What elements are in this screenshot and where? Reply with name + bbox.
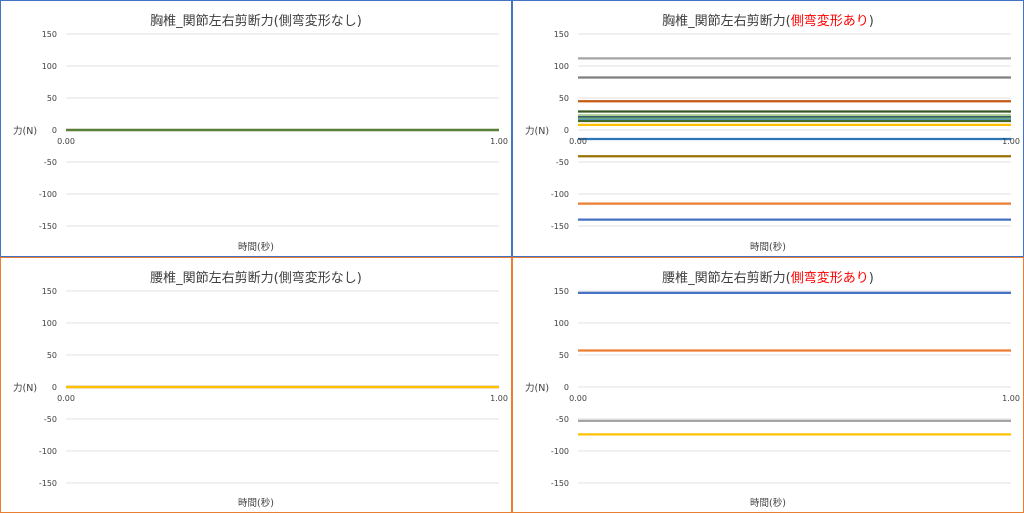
y-tick-label: 150 xyxy=(42,30,57,39)
plot-area: 150 100 50 0 -50 -100 -150 0.00 1.00 xyxy=(551,287,1020,488)
chart-panel-thoracic-deformity: 胸椎_関節左右剪断力(側弯変形あり) 力(N) 時間(秒) 150 100 50 0 -… xyxy=(512,0,1024,257)
y-tick-label: 50 xyxy=(47,94,57,103)
y-tick-label: 100 xyxy=(554,62,569,71)
y-tick-label: -150 xyxy=(551,222,569,231)
chart-panel-lumbar-no-deformity: 腰椎_関節左右剪断力(側弯変形なし) 力(N) 時間(秒) 150 100 50 0 -… xyxy=(0,257,512,513)
x-tick-label: 0.00 xyxy=(569,394,587,403)
title-highlight: 側弯変形あり xyxy=(790,271,869,286)
y-tick-label: 100 xyxy=(554,319,569,328)
y-tick-label: -50 xyxy=(556,158,569,167)
chart-title: 胸椎_関節左右剪断力(側弯変形なし) xyxy=(150,14,362,29)
x-axis-label: 時間(秒) xyxy=(238,498,274,509)
plot-area: 150 100 50 0 -50 -100 -150 0.00 1.00 xyxy=(551,30,1020,231)
y-tick-label: -100 xyxy=(551,190,569,199)
y-tick-label: -50 xyxy=(44,158,57,167)
y-tick-label: 150 xyxy=(554,30,569,39)
chart-title: 腰椎_関節左右剪断力(側弯変形なし) xyxy=(150,271,362,286)
x-axis-label: 時間(秒) xyxy=(750,498,786,509)
x-tick-label: 0.00 xyxy=(569,137,587,146)
y-tick-label: 50 xyxy=(559,94,569,103)
x-axis-label: 時間(秒) xyxy=(238,242,274,253)
y-tick-label: 0 xyxy=(52,126,57,135)
y-tick-label: 0 xyxy=(52,383,57,392)
y-axis-label: 力(N) xyxy=(13,383,38,394)
y-tick-label: 50 xyxy=(47,351,57,360)
y-axis-label: 力(N) xyxy=(525,383,550,394)
y-tick-label: -100 xyxy=(551,447,569,456)
y-tick-label: -150 xyxy=(39,479,57,488)
y-axis-label: 力(N) xyxy=(525,126,550,137)
chart-panel-lumbar-deformity: 腰椎_関節左右剪断力(側弯変形あり) 力(N) 時間(秒) 150 100 50 0 -… xyxy=(512,257,1024,513)
title-highlight: 側弯変形あり xyxy=(790,14,869,29)
y-tick-label: -150 xyxy=(551,479,569,488)
y-tick-label: 50 xyxy=(559,351,569,360)
y-tick-label: 150 xyxy=(554,287,569,296)
title-highlight: 側弯変形なし xyxy=(278,14,357,29)
y-tick-label: 150 xyxy=(42,287,57,296)
x-axis-label: 時間(秒) xyxy=(750,242,786,253)
y-tick-label: -150 xyxy=(39,222,57,231)
y-axis-label: 力(N) xyxy=(13,126,38,137)
x-tick-label: 0.00 xyxy=(57,394,75,403)
x-tick-label: 1.00 xyxy=(490,394,508,403)
y-tick-label: -50 xyxy=(44,415,57,424)
y-tick-label: 100 xyxy=(42,62,57,71)
chart-title: 胸椎_関節左右剪断力(側弯変形あり) xyxy=(662,14,874,29)
x-tick-label: 0.00 xyxy=(57,137,75,146)
y-tick-label: -100 xyxy=(39,190,57,199)
title-highlight: 側弯変形なし xyxy=(278,271,357,286)
x-tick-label: 1.00 xyxy=(1002,394,1020,403)
plot-area: 150 100 50 0 -50 -100 -150 0.00 1.00 xyxy=(39,287,508,488)
y-tick-label: 0 xyxy=(564,383,569,392)
y-tick-label: 0 xyxy=(564,126,569,135)
x-tick-label: 1.00 xyxy=(490,137,508,146)
chart-title: 腰椎_関節左右剪断力(側弯変形あり) xyxy=(662,271,874,286)
y-tick-label: -50 xyxy=(556,415,569,424)
x-tick-label: 1.00 xyxy=(1002,137,1020,146)
chart-panel-thoracic-no-deformity: 胸椎_関節左右剪断力(側弯変形なし) 力(N) 時間(秒) 150 100 50 0 -… xyxy=(0,0,512,257)
y-tick-label: 100 xyxy=(42,319,57,328)
y-tick-label: -100 xyxy=(39,447,57,456)
plot-area: 150 100 50 0 -50 -100 -150 0.00 1.00 xyxy=(39,30,508,231)
